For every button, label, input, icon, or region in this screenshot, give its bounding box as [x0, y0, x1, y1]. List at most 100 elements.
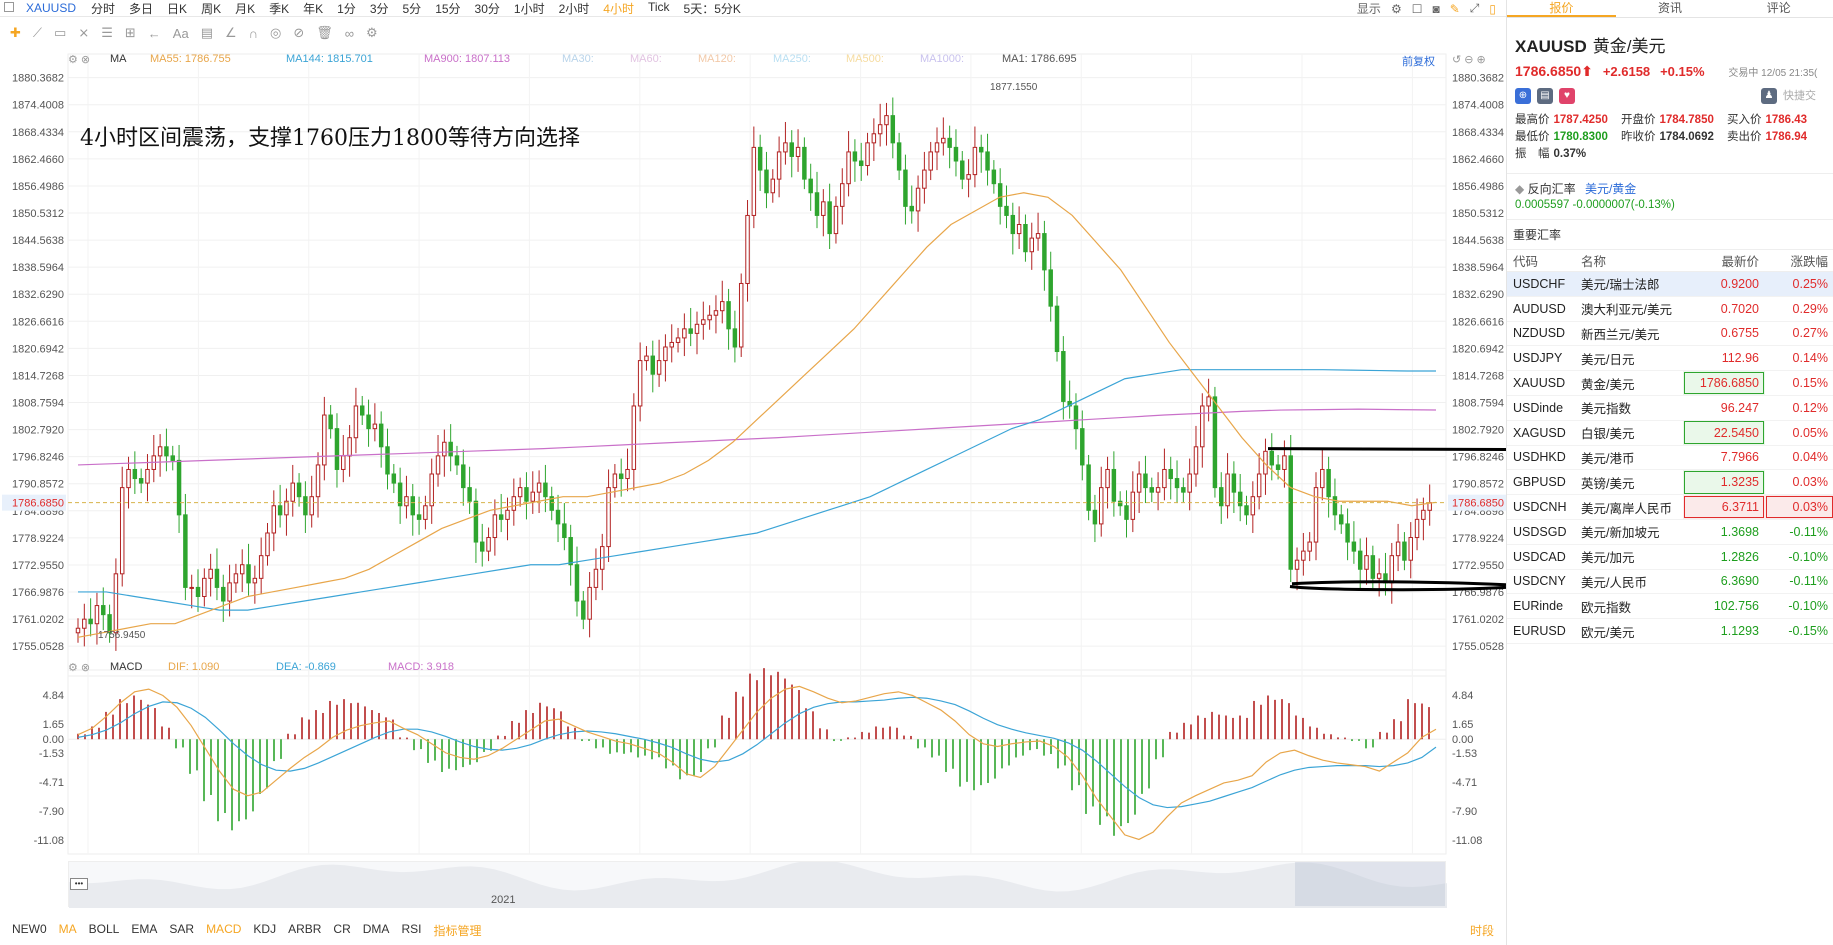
panel-toggle-icon[interactable]: ▯ — [1489, 1, 1496, 16]
pattern-tool-icon[interactable]: ⨯ — [78, 25, 90, 40]
fx-row[interactable]: USDCHF 美元/瑞士法郎 0.9200 0.25% — [1507, 271, 1833, 297]
quick-trade-button[interactable]: 快捷交 — [1783, 90, 1816, 102]
fx-row[interactable]: XAGUSD 白银/美元 22.5450 0.05% — [1507, 420, 1833, 446]
note-icon[interactable]: ▤ — [1537, 88, 1553, 104]
symbol-link[interactable]: XAUUSD — [26, 1, 77, 15]
time-segment-button[interactable]: 时段 — [1469, 923, 1494, 938]
header-name[interactable]: 名称 — [1575, 249, 1683, 272]
expand-icon[interactable]: ⤢ — [1469, 1, 1480, 15]
indicator-3[interactable]: EMA — [131, 921, 158, 936]
legend-macd-type[interactable]: MACD — [110, 661, 143, 673]
line-tool-icon[interactable]: ⟋ — [32, 25, 43, 40]
tab-news[interactable]: 资讯 — [1658, 1, 1683, 15]
candle-body — [423, 505, 428, 520]
legend-settings-icon[interactable]: ⚙ ⊗ — [68, 54, 91, 66]
indicator-8[interactable]: CR — [333, 921, 351, 936]
tab-comments[interactable]: 评论 — [1766, 1, 1791, 15]
indicator-6[interactable]: KDJ — [253, 921, 277, 936]
trash-icon[interactable]: 🗑 — [316, 25, 333, 40]
indicator-0[interactable]: NEW0 — [12, 921, 47, 936]
text-tool-icon[interactable]: Aa — [172, 25, 189, 41]
period-5[interactable]: 季K — [269, 1, 290, 16]
link-icon[interactable]: ∞ — [344, 25, 355, 41]
period-14[interactable]: 4小时 — [603, 1, 634, 16]
alarm-icon[interactable]: ♟ — [1761, 88, 1777, 104]
period-10[interactable]: 15分 — [435, 1, 461, 16]
period-4[interactable]: 月K — [235, 1, 256, 16]
settings-icon[interactable]: ⚙ — [366, 25, 378, 40]
fx-row[interactable]: AUDUSD 澳大利亚元/美元 0.7020 0.29% — [1507, 296, 1833, 322]
fx-row[interactable]: USDSGD 美元/新加坡元 1.3698 -0.11% — [1507, 519, 1833, 545]
period-13[interactable]: 2小时 — [558, 1, 590, 16]
period-12[interactable]: 1小时 — [513, 1, 545, 16]
candle-body — [410, 496, 415, 516]
fx-price: 22.5450 — [1683, 420, 1765, 446]
timeline-navigator[interactable]: 2021 ••• — [68, 860, 1447, 908]
fx-row[interactable]: USDCNH 美元/离岸人民币 6.3711 0.03% — [1507, 494, 1833, 520]
fx-row[interactable]: EURinde 欧元指数 102.756 -0.10% — [1507, 593, 1833, 620]
brush-tool-icon[interactable]: ∠ — [224, 25, 237, 40]
globe-icon[interactable]: ⊕ — [1515, 88, 1531, 104]
period-1[interactable]: 多日 — [129, 1, 154, 16]
indicator-2[interactable]: BOLL — [88, 921, 120, 936]
fx-row[interactable]: XAUUSD 黄金/美元 1786.6850 0.15% — [1507, 370, 1833, 396]
indicator-10[interactable]: RSI — [401, 921, 422, 936]
display-menu[interactable]: 显示 — [1356, 2, 1381, 16]
legend-ma-type[interactable]: MA — [110, 53, 127, 65]
period-9[interactable]: 5分 — [402, 1, 422, 16]
shape-tool-icon[interactable]: ▭ — [54, 25, 67, 40]
period-6[interactable]: 年K — [303, 1, 324, 16]
gann-tool-icon[interactable]: ⊞ — [124, 25, 136, 40]
fx-row[interactable]: GBPUSD 英镑/美元 1.3235 0.03% — [1507, 469, 1833, 496]
pencil-icon[interactable]: ✎ — [1449, 1, 1460, 16]
macd-tick-left: -7.90 — [39, 806, 64, 818]
indicator-7[interactable]: ARBR — [288, 921, 322, 936]
period-11[interactable]: 30分 — [474, 1, 500, 16]
header-price[interactable]: 最新价 — [1683, 249, 1765, 272]
period-16[interactable]: 5天：5分K — [683, 1, 741, 16]
period-0[interactable]: 分时 — [91, 1, 116, 16]
stat-cell: 最低价 1780.8300 — [1515, 129, 1621, 146]
fx-row[interactable]: USDHKD 美元/港币 7.7966 0.04% — [1507, 445, 1833, 471]
comment-tool-icon[interactable]: ▤ — [200, 25, 213, 40]
indicator-1[interactable]: MA — [58, 921, 77, 936]
period-2[interactable]: 日K — [167, 1, 188, 16]
fx-row[interactable]: USDinde 美元指数 96.247 0.12% — [1507, 395, 1833, 421]
arrow-tool-icon[interactable]: ← — [147, 25, 161, 41]
fx-row[interactable]: USDCNY 美元/人民币 6.3690 -0.11% — [1507, 569, 1833, 595]
checkbox-icon[interactable]: ☐ — [1411, 1, 1423, 16]
fx-row[interactable]: NZDUSD 新西兰元/美元 0.6755 0.27% — [1507, 321, 1833, 347]
indicator-11[interactable]: 指标管理 — [433, 923, 482, 938]
navigator-window[interactable] — [1295, 862, 1445, 906]
indicator-5[interactable]: MACD — [206, 921, 242, 936]
hide-icon[interactable]: ⊘ — [293, 25, 305, 40]
indicator-4[interactable]: SAR — [169, 921, 195, 936]
price-chart[interactable]: 1880.3682 1880.3682 1874.4008 1874.4008 1868… — [0, 44, 1506, 917]
camera-icon[interactable]: ◙ — [1432, 1, 1440, 16]
heart-icon[interactable]: ♥ — [1559, 88, 1575, 104]
fib-tool-icon[interactable]: ☰ — [101, 25, 113, 40]
y-tick-right: 1850.5312 — [1452, 208, 1504, 220]
window-icon[interactable] — [4, 2, 14, 12]
fx-row[interactable]: USDCAD 美元/加元 1.2826 -0.10% — [1507, 544, 1833, 570]
magnet-icon[interactable]: ∩ — [248, 25, 258, 41]
tab-quote[interactable]: 报价 — [1507, 0, 1616, 17]
period-7[interactable]: 1分 — [337, 1, 356, 16]
zoom-controls-icon[interactable]: ↺ ⊖ ⊕ — [1452, 54, 1486, 66]
lock-icon[interactable]: ◎ — [269, 25, 282, 40]
fx-row[interactable]: EURUSD 欧元/美元 1.1293 -0.15% — [1507, 618, 1833, 644]
y-tick-left: 1826.6616 — [12, 316, 64, 328]
period-8[interactable]: 3分 — [369, 1, 389, 16]
navigator-handle-icon[interactable]: ••• — [70, 878, 88, 890]
period-15[interactable]: Tick — [647, 0, 670, 14]
indicator-9[interactable]: DMA — [362, 921, 390, 936]
restore-button[interactable]: 前复权 — [1402, 56, 1435, 68]
header-code[interactable]: 代码 — [1507, 249, 1575, 272]
crosshair-icon[interactable]: ✚ — [10, 25, 21, 40]
fx-row[interactable]: USDJPY 美元/日元 112.96 0.14% — [1507, 345, 1833, 372]
reverse-pair[interactable]: 美元/黄金 — [1584, 182, 1637, 196]
macd-settings-icon[interactable]: ⚙ ⊗ — [68, 662, 91, 674]
period-3[interactable]: 周K — [201, 1, 222, 16]
header-pct[interactable]: 涨跌幅 — [1765, 249, 1833, 272]
gear-icon[interactable]: ⚙ — [1390, 1, 1402, 16]
